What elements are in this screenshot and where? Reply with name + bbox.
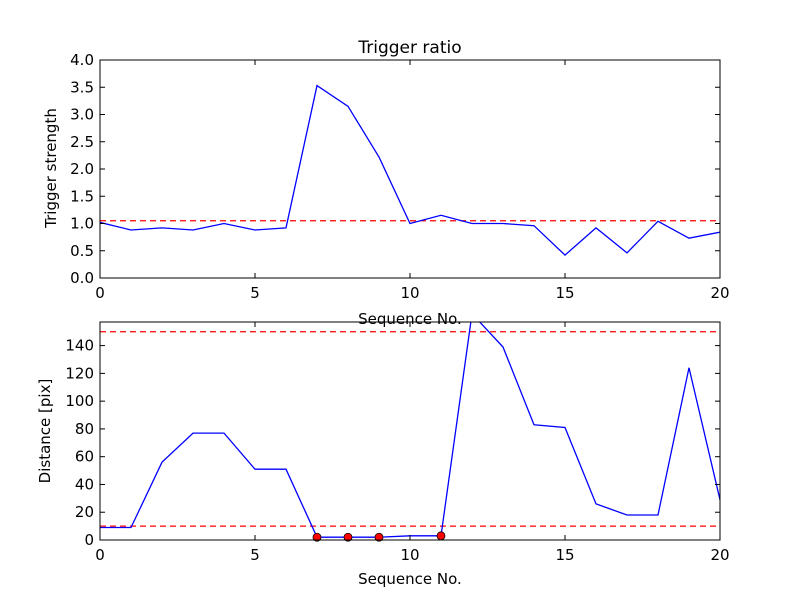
x-tick-label-bottom-2: 10	[400, 546, 419, 564]
x-tick-label-bottom-0: 0	[95, 546, 105, 564]
y-tick-label-top-5: 2.5	[70, 133, 94, 151]
series-line-bottom-0	[100, 322, 720, 538]
x-tick-label-top-2: 10	[400, 284, 419, 302]
y-tick-label-top-8: 4.0	[70, 51, 94, 69]
y-tick-label-top-6: 3.0	[70, 106, 94, 124]
marker-point-bottom-1	[343, 532, 353, 542]
y-tick-label-top-7: 3.5	[70, 78, 94, 96]
axes-frame-top	[99, 59, 721, 279]
chart-title-top: Trigger ratio	[357, 38, 461, 58]
xlabel-bottom: Sequence No.	[358, 570, 462, 588]
y-tick-label-bottom-6: 120	[65, 364, 94, 382]
y-tick-label-bottom-3: 60	[75, 448, 94, 466]
y-tick-label-bottom-2: 40	[75, 475, 94, 493]
x-tick-label-top-0: 0	[95, 284, 105, 302]
axes-frame-bottom	[99, 321, 721, 541]
y-tick-label-bottom-5: 100	[65, 392, 94, 410]
y-tick-label-top-4: 2.0	[70, 160, 94, 178]
y-tick-label-top-3: 1.5	[70, 187, 94, 205]
marker-point-bottom-2	[374, 532, 384, 542]
plot-content-top	[100, 84, 720, 256]
x-tick-label-top-4: 20	[710, 284, 729, 302]
y-tick-label-bottom-7: 140	[65, 337, 94, 355]
x-tick-label-top-3: 15	[555, 284, 574, 302]
y-tick-label-bottom-1: 20	[75, 503, 94, 521]
x-tick-label-bottom-1: 5	[250, 546, 260, 564]
plot-area-top: 0 5 10 15 20 0.0 0.5 1.0 1.5 2.0 2.5 3.0 3.5 4.0	[70, 51, 729, 302]
ylabel-top: Trigger strength	[42, 108, 60, 229]
y-tick-label-top-2: 1.0	[70, 215, 94, 233]
series-line-top-0	[100, 84, 720, 256]
y-tick-label-top-0: 0.0	[70, 269, 94, 287]
marker-point-bottom-3	[436, 531, 446, 541]
y-tick-label-bottom-4: 80	[75, 420, 94, 438]
y-tick-label-top-1: 0.5	[70, 242, 94, 260]
plot-content-bottom	[100, 322, 720, 538]
x-tick-label-bottom-4: 20	[710, 546, 729, 564]
xlabel-top: Sequence No.	[358, 310, 462, 328]
x-tick-label-top-1: 5	[250, 284, 260, 302]
x-tick-label-bottom-3: 15	[555, 546, 574, 564]
plot-area-bottom: 0 5 10 15 20 0 20 40 60 80 100 120 140	[65, 321, 730, 564]
marker-point-bottom-0	[312, 532, 322, 542]
y-tick-label-bottom-0: 0	[84, 531, 94, 549]
ylabel-bottom: Distance [pix]	[36, 379, 54, 484]
